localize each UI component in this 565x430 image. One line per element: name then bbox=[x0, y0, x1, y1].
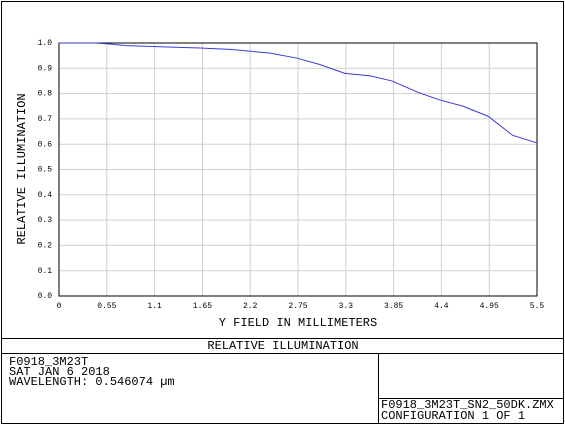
data-line bbox=[59, 42, 538, 144]
footer-text: F0918_3M23T bbox=[9, 355, 88, 369]
x-tick-label: 1.65 bbox=[193, 302, 212, 311]
y-tick-label: 0.3 bbox=[38, 216, 53, 225]
y-axis-label: RELATIVE ILLUMINATION bbox=[15, 93, 29, 244]
footer-text: CONFIGURATION 1 OF 1 bbox=[381, 409, 525, 423]
footer-text: SAT JAN 6 2018 bbox=[9, 365, 110, 379]
chart-title: RELATIVE ILLUMINATION bbox=[207, 339, 358, 353]
x-tick-label: 5.5 bbox=[530, 302, 545, 311]
y-tick-label: 0.1 bbox=[38, 267, 53, 276]
y-tick-label: 0.4 bbox=[38, 191, 53, 200]
y-tick-label: 0.5 bbox=[38, 166, 53, 175]
footer-text: WAVELENGTH: 0.546074 µm bbox=[9, 375, 175, 389]
x-tick-label: 0 bbox=[57, 302, 62, 311]
x-tick-label: 4.4 bbox=[434, 302, 449, 311]
x-axis-label: Y FIELD IN MILLIMETERS bbox=[219, 316, 377, 330]
x-tick-label: 1.1 bbox=[147, 302, 162, 311]
x-tick-label: 0.55 bbox=[97, 302, 116, 311]
y-tick-label: 0.6 bbox=[38, 140, 53, 149]
y-tick-label: 0.2 bbox=[38, 242, 53, 251]
y-tick-label: 0.8 bbox=[38, 90, 53, 99]
x-tick-label: 3.85 bbox=[384, 302, 403, 311]
x-tick-label: 2.2 bbox=[243, 302, 258, 311]
y-tick-label: 1.0 bbox=[38, 39, 53, 48]
x-tick-label: 4.95 bbox=[480, 302, 499, 311]
x-tick-label: 2.75 bbox=[288, 302, 307, 311]
plot-border bbox=[58, 42, 538, 297]
y-tick-label: 0.9 bbox=[38, 64, 53, 73]
y-tick-label: 0.7 bbox=[38, 115, 53, 124]
x-tick-label: 3.3 bbox=[339, 302, 354, 311]
footer-text: F0918_3M23T_SN2_50DK.ZMX bbox=[381, 398, 554, 412]
y-tick-label: 0.0 bbox=[38, 292, 53, 301]
